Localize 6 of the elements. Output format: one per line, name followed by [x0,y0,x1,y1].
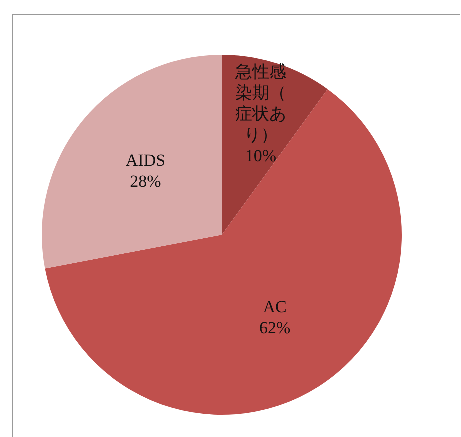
slice-label: AC [263,298,287,317]
data-label: 28% [130,172,162,191]
slice-label: AIDS [126,150,166,170]
data-label: 10% [245,146,277,166]
slice-label: 急性感染期（症状あり） [234,62,286,145]
data-label: 62% [259,318,291,338]
